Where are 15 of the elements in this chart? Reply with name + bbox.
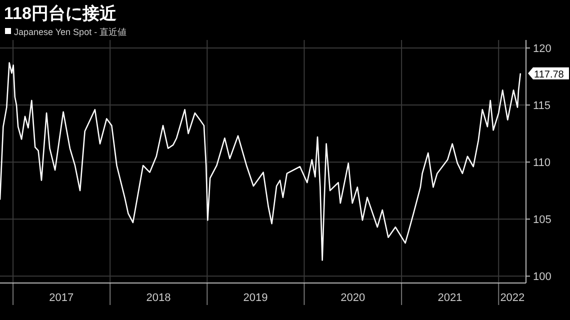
y-tick-label: 110 (533, 157, 551, 170)
chart-title: 118円台に接近 (4, 4, 118, 23)
y-tick-label: 120 (533, 42, 552, 55)
x-tick-label: 2017 (49, 292, 74, 304)
x-tick-label: 2018 (146, 292, 171, 304)
x-tick-label: 2022 (500, 292, 525, 304)
legend-label: Japanese Yen Spot - 直近値 (14, 27, 127, 37)
y-tick-label: 100 (533, 271, 552, 284)
line-series (0, 62, 522, 261)
y-tick-label: 105 (533, 214, 552, 226)
x-tick-label: 2021 (438, 292, 462, 304)
x-tick-label: 2019 (243, 292, 268, 304)
x-tick-label: 2020 (340, 292, 366, 304)
y-tick-label: 115 (533, 100, 551, 112)
annotation: 117.78 (534, 69, 564, 80)
